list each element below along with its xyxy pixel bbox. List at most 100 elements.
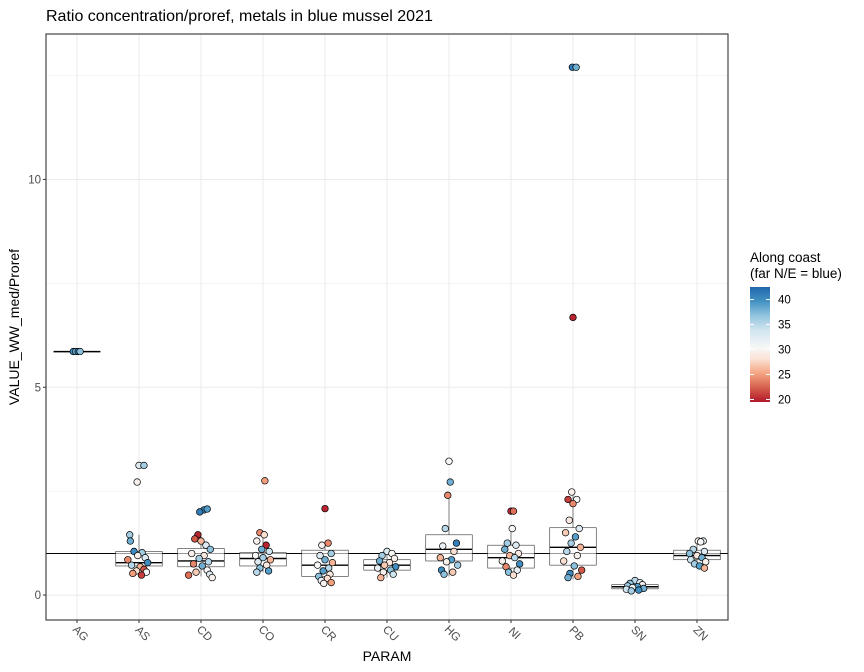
data-point xyxy=(439,542,447,550)
data-point xyxy=(203,505,211,513)
data-point xyxy=(260,531,268,539)
data-point xyxy=(76,347,84,356)
x-tick-label: AS xyxy=(132,624,152,644)
data-point xyxy=(261,477,269,485)
data-point xyxy=(328,558,337,567)
data-point xyxy=(446,478,454,486)
data-point xyxy=(188,549,196,558)
data-point xyxy=(192,568,200,576)
x-tick-label: NI xyxy=(506,626,523,643)
data-point xyxy=(266,556,275,564)
data-point xyxy=(564,495,572,504)
data-point xyxy=(450,547,458,556)
legend-tick-label: 20 xyxy=(778,395,791,407)
data-point xyxy=(144,558,152,567)
data-point xyxy=(569,499,577,508)
data-point xyxy=(327,549,335,558)
data-point xyxy=(321,504,329,513)
data-point xyxy=(377,573,385,582)
data-point xyxy=(133,478,141,486)
data-point xyxy=(578,566,586,574)
data-point xyxy=(313,561,322,569)
y-tick-label: 10 xyxy=(28,174,41,186)
y-tick-label: 5 xyxy=(35,382,41,394)
data-point xyxy=(389,570,397,578)
data-point xyxy=(189,560,198,568)
data-point xyxy=(264,567,273,575)
data-point xyxy=(259,554,267,562)
data-point xyxy=(127,561,136,569)
data-point xyxy=(572,63,580,71)
y-axis-title: VALUE_WW_med/Proref xyxy=(6,249,22,405)
data-point xyxy=(321,556,329,564)
data-point xyxy=(380,561,389,569)
data-point xyxy=(567,539,575,547)
data-point xyxy=(509,571,518,579)
data-point xyxy=(436,554,444,562)
legend-tick-label: 40 xyxy=(778,295,791,307)
legend-tick-label: 25 xyxy=(778,370,791,382)
data-point xyxy=(195,554,203,563)
data-point xyxy=(564,573,572,582)
data-point xyxy=(627,587,635,595)
data-point xyxy=(392,563,400,571)
data-point xyxy=(184,571,193,579)
data-point xyxy=(498,557,506,565)
data-point xyxy=(316,551,324,560)
data-point xyxy=(441,524,449,533)
data-point xyxy=(374,564,382,572)
data-point xyxy=(262,541,270,549)
data-point xyxy=(198,562,206,570)
data-point xyxy=(702,558,710,566)
x-tick-label: CO xyxy=(256,624,277,645)
data-point xyxy=(573,551,581,560)
x-tick-label: AG xyxy=(70,624,90,644)
data-point xyxy=(685,549,694,558)
x-tick-label: CU xyxy=(380,624,400,644)
box-iqr xyxy=(425,534,473,562)
data-point xyxy=(375,557,384,565)
data-point xyxy=(452,539,461,547)
data-point xyxy=(516,560,524,568)
x-tick-label: ZN xyxy=(690,624,709,643)
x-tick-label: SN xyxy=(628,624,648,644)
boxplot-hg xyxy=(425,495,473,577)
boxplot-pb xyxy=(549,493,597,580)
data-point xyxy=(511,554,519,562)
data-point xyxy=(560,557,568,565)
data-point xyxy=(571,533,580,541)
x-tick-label: CD xyxy=(194,624,214,644)
data-point xyxy=(512,541,520,549)
data-point xyxy=(575,524,583,533)
data-points xyxy=(69,63,710,595)
legend-tick-label: 30 xyxy=(778,345,791,357)
x-tick-label: CR xyxy=(318,624,338,644)
data-point xyxy=(140,461,148,470)
data-point xyxy=(265,547,273,556)
data-point xyxy=(501,545,509,553)
data-point xyxy=(697,538,705,546)
data-point xyxy=(191,535,199,543)
data-point xyxy=(253,537,261,545)
data-point xyxy=(445,457,453,465)
data-point xyxy=(449,568,457,576)
data-point xyxy=(206,545,214,553)
legend-colorbar xyxy=(750,287,770,402)
data-point xyxy=(570,562,578,570)
data-point xyxy=(197,537,205,545)
legend: Along coast (far N/E = blue) 20 25 30 35 40 xyxy=(750,250,842,407)
data-point xyxy=(574,572,582,581)
data-point xyxy=(126,531,134,539)
data-point xyxy=(576,543,585,551)
data-point xyxy=(700,564,709,572)
y-axis: 0 5 10 xyxy=(28,174,46,602)
legend-title-line2: (far N/E = blue) xyxy=(750,266,842,281)
data-point xyxy=(390,554,399,563)
data-point xyxy=(124,556,132,564)
y-tick-label: 0 xyxy=(35,590,41,602)
data-point xyxy=(258,545,266,553)
data-point xyxy=(569,313,577,322)
data-point xyxy=(253,568,261,576)
data-point xyxy=(635,586,643,594)
